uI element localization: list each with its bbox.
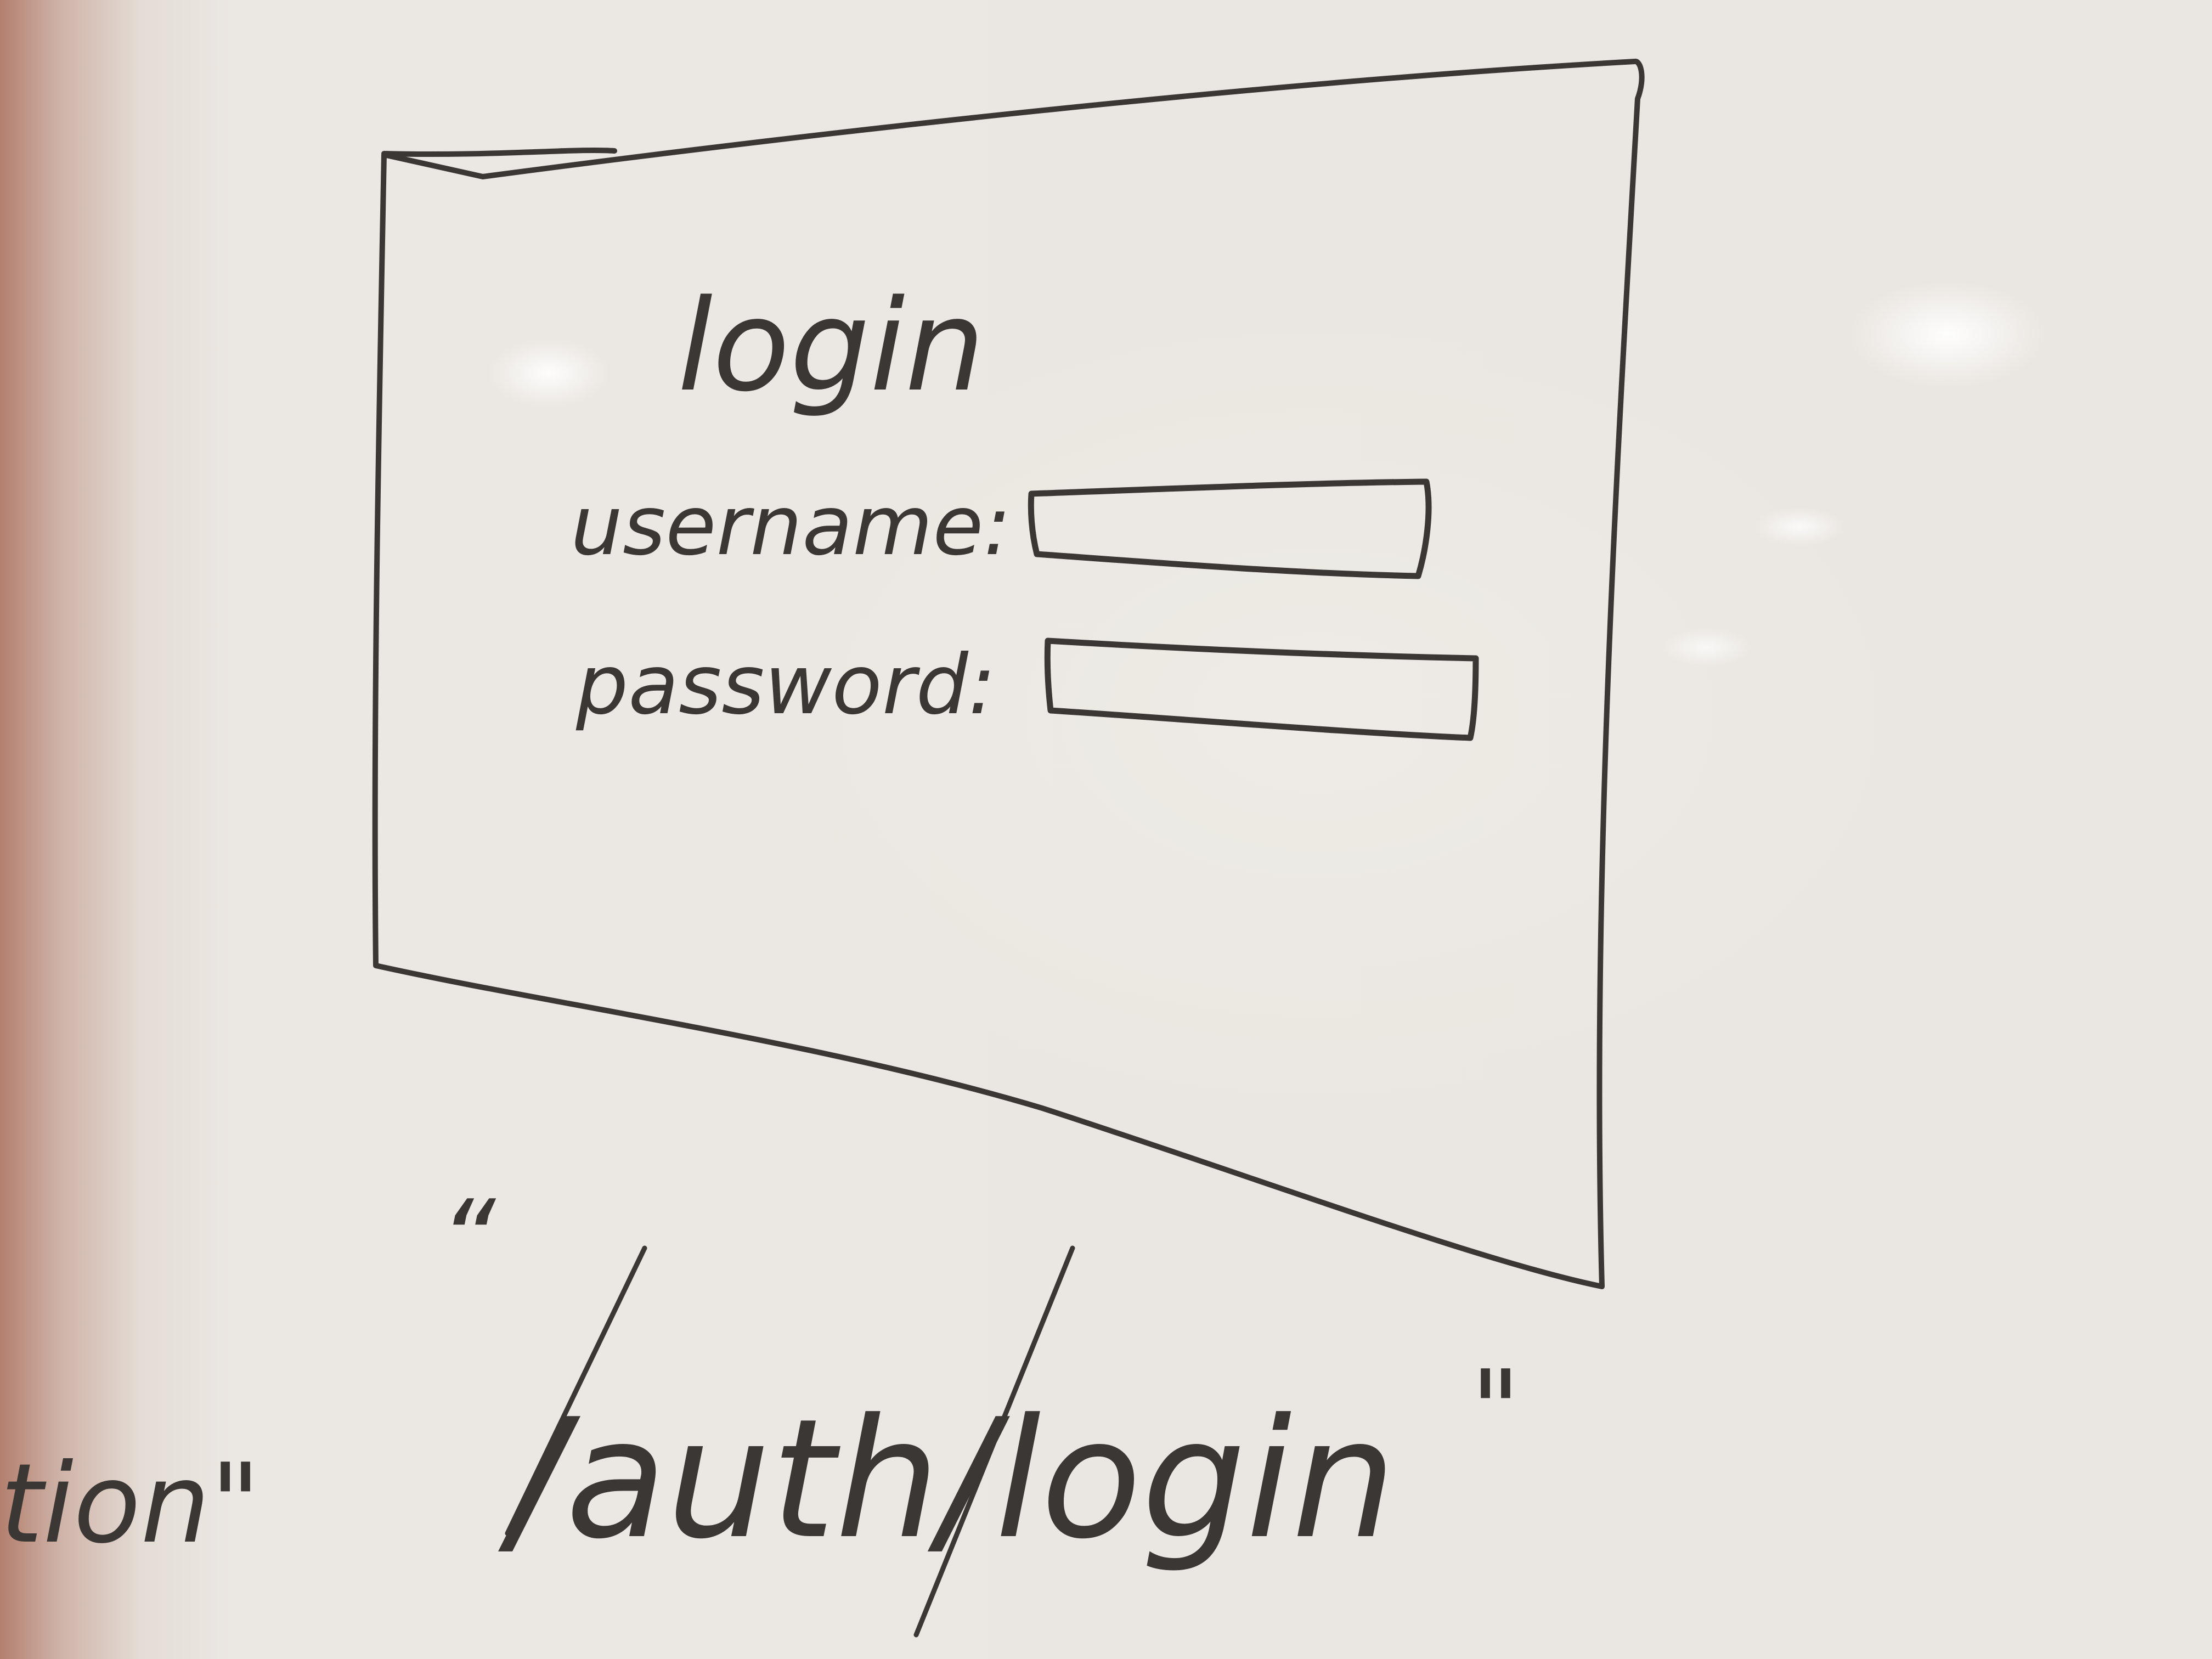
route-close-quote: " <box>1470 1347 1521 1475</box>
route-open-quote: “ <box>439 1177 496 1305</box>
sketch-title: login <box>678 273 985 420</box>
username-label: username: <box>571 478 1011 574</box>
route-path: /auth/login <box>498 1384 1396 1575</box>
username-field-sketch <box>1028 478 1432 579</box>
sketched-window-frame <box>372 59 1645 1289</box>
password-label: password: <box>575 637 996 733</box>
password-field-sketch <box>1044 637 1479 741</box>
route-slash-2 <box>913 1245 1075 1638</box>
route-slash-1 <box>505 1245 647 1536</box>
route-prefix-fragment: tion" <box>0 1440 261 1568</box>
